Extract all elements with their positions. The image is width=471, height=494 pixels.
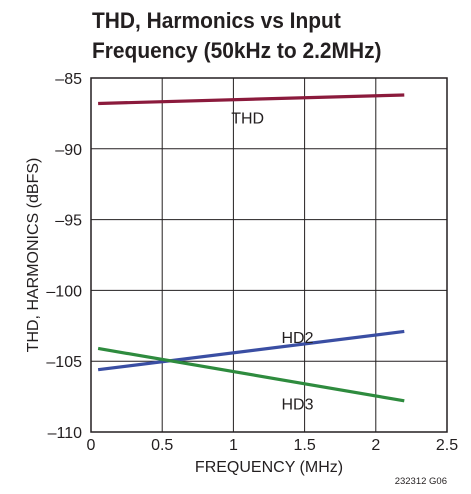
y-axis-label: THD, HARMONICS (dBFS) bbox=[25, 158, 42, 353]
y-tick-label: –100 bbox=[46, 283, 82, 300]
series-line-hd3 bbox=[97, 346, 405, 403]
plot-frame bbox=[90, 77, 448, 433]
series-label-hd3: HD3 bbox=[281, 397, 313, 414]
y-tick-label: –95 bbox=[55, 213, 82, 230]
x-tick-label: 1.5 bbox=[293, 437, 315, 454]
chart-title: THD, Harmonics vs Input Frequency (50kHz… bbox=[92, 6, 436, 66]
y-tick-label: –85 bbox=[55, 71, 82, 88]
x-tick-label: 1 bbox=[229, 437, 238, 454]
y-axis-ticks: –85 –90 –95 –100 –105 –110 bbox=[46, 71, 82, 442]
figure-id: 232312 G06 bbox=[395, 476, 447, 487]
x-tick-label: 0 bbox=[87, 437, 96, 454]
series-label-thd: THD bbox=[231, 111, 264, 128]
series-labels: THD HD2 HD3 bbox=[231, 111, 313, 414]
series-line-hd2 bbox=[97, 329, 405, 372]
x-axis-label: FREQUENCY (MHz) bbox=[195, 459, 343, 476]
chart-title-line-2: Frequency (50kHz to 2.2MHz) bbox=[92, 38, 382, 63]
y-tick-label: –90 bbox=[55, 142, 82, 159]
x-axis-ticks: 0 0.5 1 1.5 2 2.5 bbox=[87, 437, 459, 454]
series-label-hd2: HD2 bbox=[281, 330, 313, 347]
series-line-thd bbox=[98, 93, 405, 106]
y-tick-label: –105 bbox=[46, 354, 82, 371]
chart-title-line-1: THD, Harmonics vs Input bbox=[92, 8, 341, 33]
y-tick-label: –110 bbox=[48, 425, 83, 442]
x-tick-label: 2 bbox=[371, 437, 380, 454]
series-lines bbox=[97, 93, 405, 403]
x-tick-label: 2.5 bbox=[436, 437, 458, 454]
x-tick-label: 0.5 bbox=[151, 437, 173, 454]
